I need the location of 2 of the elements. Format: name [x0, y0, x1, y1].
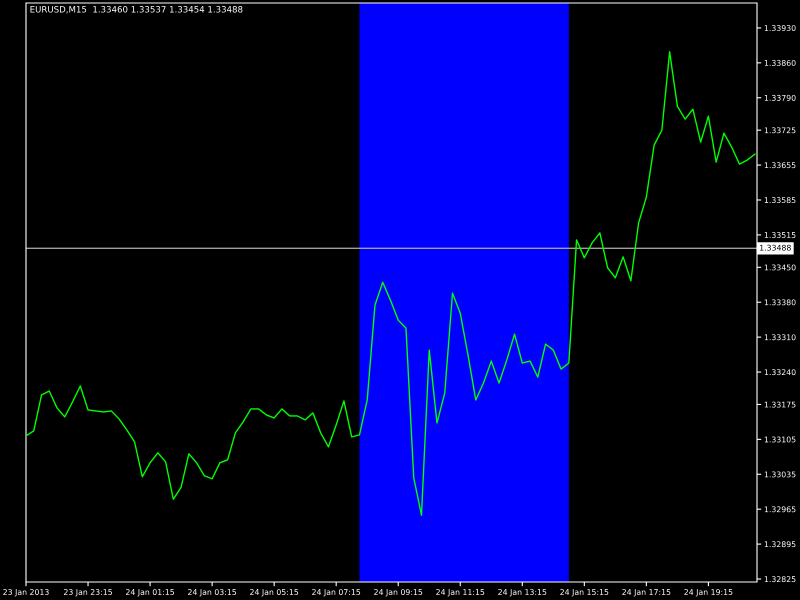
- line-series: [26, 51, 756, 516]
- chart-title: EURUSD,M15 1.33460 1.33537 1.33454 1.33488: [30, 6, 242, 14]
